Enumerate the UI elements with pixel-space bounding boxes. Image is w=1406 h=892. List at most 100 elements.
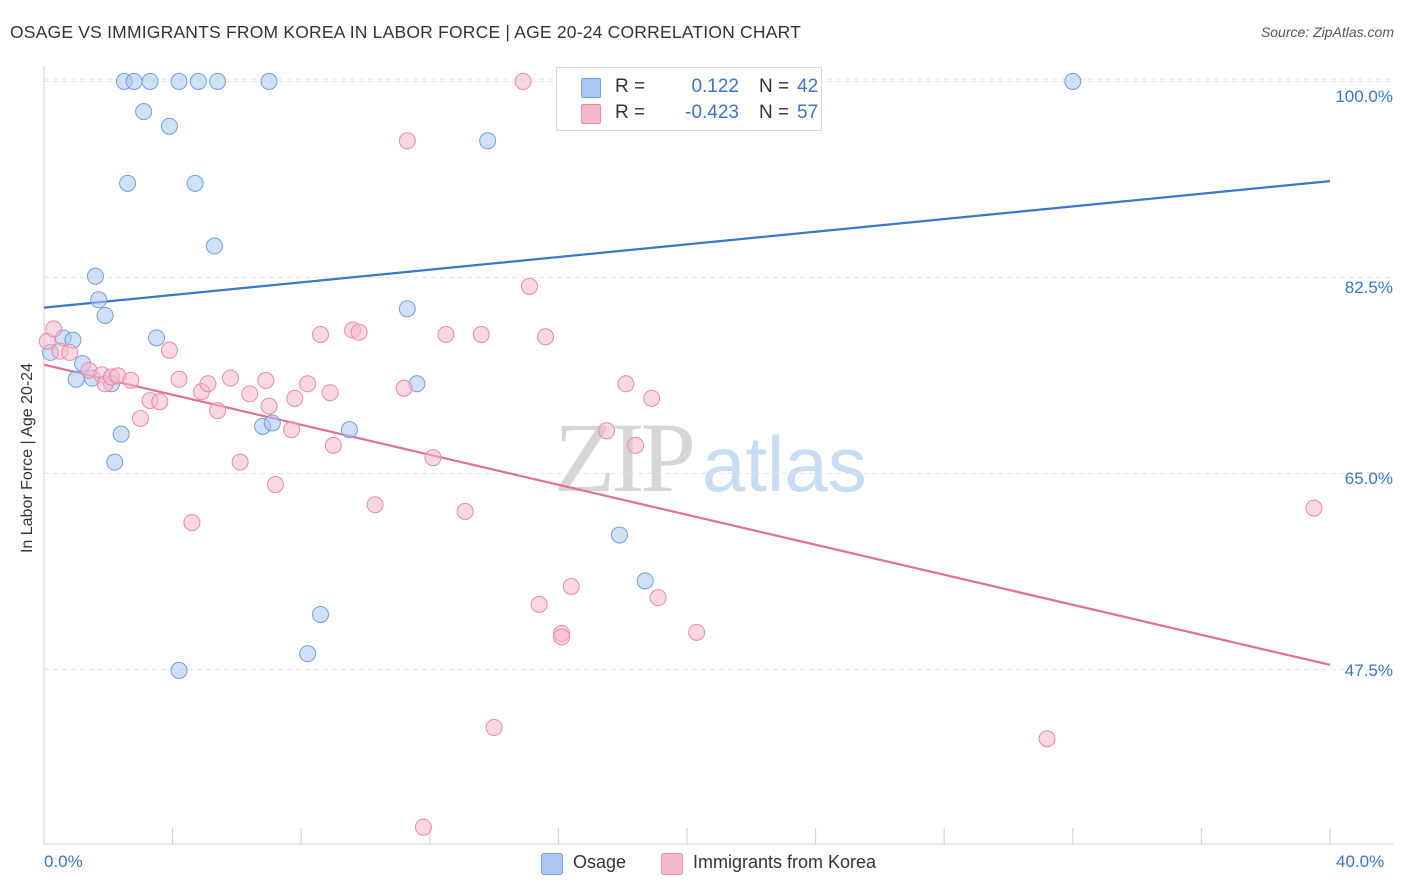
point-korea bbox=[617, 375, 635, 393]
point-korea bbox=[61, 343, 79, 361]
point-korea bbox=[485, 719, 503, 737]
y-axis-label: In Labor Force | Age 20-24 bbox=[19, 362, 36, 554]
point-osage bbox=[160, 117, 178, 135]
point-osage bbox=[141, 72, 159, 90]
legend: Osage Immigrants from Korea bbox=[0, 852, 1406, 878]
point-korea bbox=[45, 320, 63, 338]
legend-label-korea: Immigrants from Korea bbox=[693, 852, 877, 872]
point-osage bbox=[125, 72, 143, 90]
point-korea bbox=[1305, 499, 1323, 517]
point-korea bbox=[151, 393, 169, 411]
r-label: R = bbox=[615, 102, 646, 123]
point-korea bbox=[260, 397, 278, 415]
point-korea bbox=[286, 389, 304, 407]
point-korea bbox=[649, 589, 667, 607]
point-korea bbox=[520, 277, 538, 295]
x-tick-label-max: 40.0% bbox=[1336, 852, 1385, 871]
n-label: N = bbox=[759, 102, 790, 123]
source-credit: Source: ZipAtlas.com bbox=[1260, 24, 1394, 40]
point-korea bbox=[537, 328, 555, 346]
point-osage bbox=[205, 237, 223, 255]
point-osage bbox=[106, 453, 124, 471]
y-tick-label-47-5: 47.5% bbox=[1344, 661, 1393, 680]
point-osage bbox=[299, 645, 317, 663]
legend-swatch-korea bbox=[661, 853, 683, 875]
trendlines bbox=[43, 180, 1331, 666]
axes bbox=[43, 66, 1393, 845]
legend-label-osage: Osage bbox=[573, 852, 627, 872]
point-osage bbox=[260, 72, 278, 90]
point-korea bbox=[472, 326, 490, 344]
point-korea bbox=[456, 502, 474, 520]
point-korea bbox=[514, 72, 532, 90]
point-korea bbox=[598, 422, 616, 440]
trendline-korea bbox=[43, 363, 1331, 666]
point-korea bbox=[170, 370, 188, 388]
point-osage bbox=[398, 300, 416, 318]
point-korea bbox=[530, 595, 548, 613]
point-korea bbox=[324, 436, 342, 454]
data-points bbox=[38, 72, 1323, 836]
point-osage bbox=[148, 329, 166, 347]
point-korea bbox=[199, 375, 217, 393]
point-korea bbox=[241, 385, 259, 403]
point-korea bbox=[283, 421, 301, 439]
n-value: 42 bbox=[797, 76, 819, 97]
point-korea bbox=[160, 341, 178, 359]
point-korea bbox=[562, 577, 580, 595]
point-korea bbox=[299, 375, 317, 393]
point-korea bbox=[437, 326, 455, 344]
point-korea bbox=[122, 371, 140, 389]
r-value: -0.423 bbox=[685, 102, 739, 123]
point-osage bbox=[340, 421, 358, 439]
point-osage bbox=[311, 605, 329, 623]
gridlines bbox=[44, 78, 1393, 670]
point-korea bbox=[643, 389, 661, 407]
point-osage bbox=[189, 72, 207, 90]
point-korea bbox=[398, 132, 416, 150]
point-osage bbox=[90, 291, 108, 309]
point-korea bbox=[257, 371, 275, 389]
point-korea bbox=[221, 369, 239, 387]
point-osage bbox=[479, 132, 497, 150]
legend-swatch-osage bbox=[541, 853, 563, 875]
point-korea bbox=[350, 323, 368, 341]
point-osage bbox=[86, 267, 104, 285]
correlation-stats-box: R = 0.122 N = 42 R = -0.423 N = 57 bbox=[556, 67, 822, 131]
point-korea bbox=[395, 379, 413, 397]
chart-title: OSAGE VS IMMIGRANTS FROM KOREA IN LABOR … bbox=[10, 22, 801, 42]
n-label: N = bbox=[759, 76, 790, 97]
point-osage bbox=[170, 661, 188, 679]
point-korea bbox=[231, 453, 249, 471]
stats-swatch-osage bbox=[581, 78, 601, 98]
point-korea bbox=[311, 326, 329, 344]
point-osage bbox=[636, 572, 654, 590]
y-tick-label-65: 65.0% bbox=[1344, 469, 1393, 488]
point-korea bbox=[131, 409, 149, 427]
r-label: R = bbox=[615, 76, 646, 97]
point-korea bbox=[627, 436, 645, 454]
point-osage bbox=[170, 72, 188, 90]
point-korea bbox=[266, 476, 284, 494]
y-tick-label-82-5: 82.5% bbox=[1344, 278, 1393, 297]
point-korea bbox=[424, 449, 442, 467]
point-osage bbox=[119, 174, 137, 192]
point-osage bbox=[1064, 72, 1082, 90]
point-osage bbox=[263, 414, 281, 432]
n-value: 57 bbox=[797, 102, 819, 123]
point-korea bbox=[553, 628, 571, 646]
point-korea bbox=[1038, 730, 1056, 748]
point-osage bbox=[135, 103, 153, 121]
stats-swatch-korea bbox=[581, 104, 601, 124]
point-osage bbox=[96, 306, 114, 324]
point-osage bbox=[186, 174, 204, 192]
point-korea bbox=[414, 818, 432, 836]
point-korea bbox=[209, 402, 227, 420]
x-tick-label-min: 0.0% bbox=[44, 852, 83, 871]
point-osage bbox=[112, 425, 130, 443]
point-korea bbox=[366, 496, 384, 514]
point-korea bbox=[321, 384, 339, 402]
point-osage bbox=[209, 72, 227, 90]
trendline-osage bbox=[43, 180, 1331, 309]
